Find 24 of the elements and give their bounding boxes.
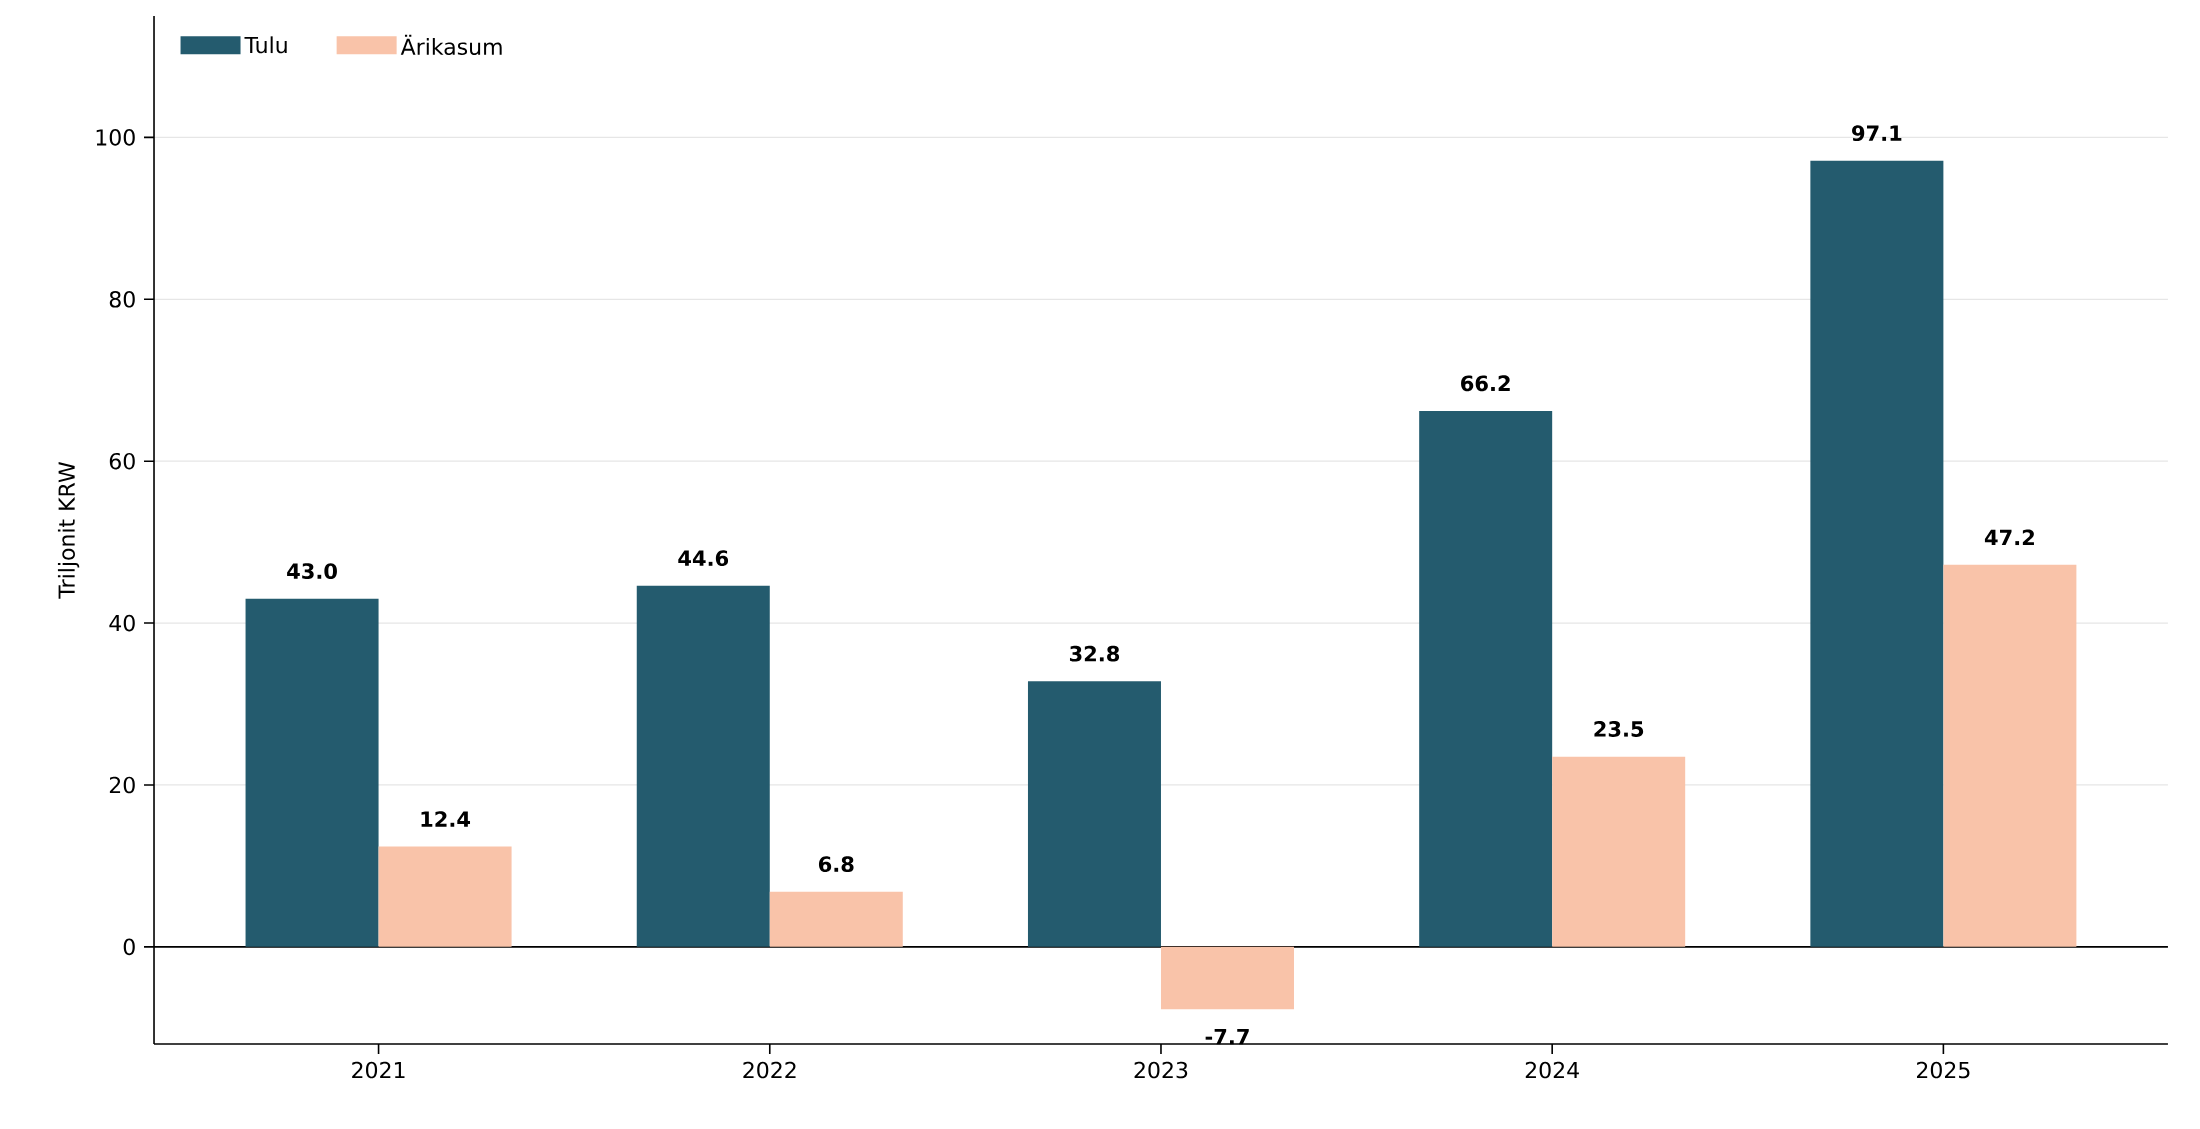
y-tick-label: 0 <box>123 938 135 956</box>
legend-label: Tulu <box>244 36 287 54</box>
data-label: 66.2 <box>1461 375 1510 392</box>
data-label: 97.1 <box>1852 125 1902 142</box>
x-tick-label: 2024 <box>1525 1061 1579 1079</box>
y-tick-label: 60 <box>109 452 135 470</box>
x-tick-label: 2025 <box>1916 1061 1970 1079</box>
data-label: 43.0 <box>287 563 337 580</box>
x-tick-label: 2023 <box>1134 1061 1188 1079</box>
y-tick-label: 80 <box>109 290 135 308</box>
data-label: 32.8 <box>1069 645 1120 662</box>
y-tick-label: 20 <box>109 776 135 794</box>
data-label: 6.8 <box>818 856 854 873</box>
data-label: 23.5 <box>1594 721 1644 737</box>
data-label: 47.2 <box>1984 529 2034 546</box>
y-axis-title: Triljonit KRW <box>57 462 80 599</box>
y-tick-label: 40 <box>109 614 135 632</box>
x-tick-label: 2022 <box>743 1061 796 1079</box>
data-label: -7.7 <box>1205 1028 1249 1045</box>
y-tick-label: 100 <box>96 129 135 146</box>
data-label: 12.4 <box>421 811 471 827</box>
data-label: 44.6 <box>678 550 729 567</box>
legend-label: Ärikasum <box>400 34 502 56</box>
x-tick-label: 2021 <box>352 1061 405 1079</box>
